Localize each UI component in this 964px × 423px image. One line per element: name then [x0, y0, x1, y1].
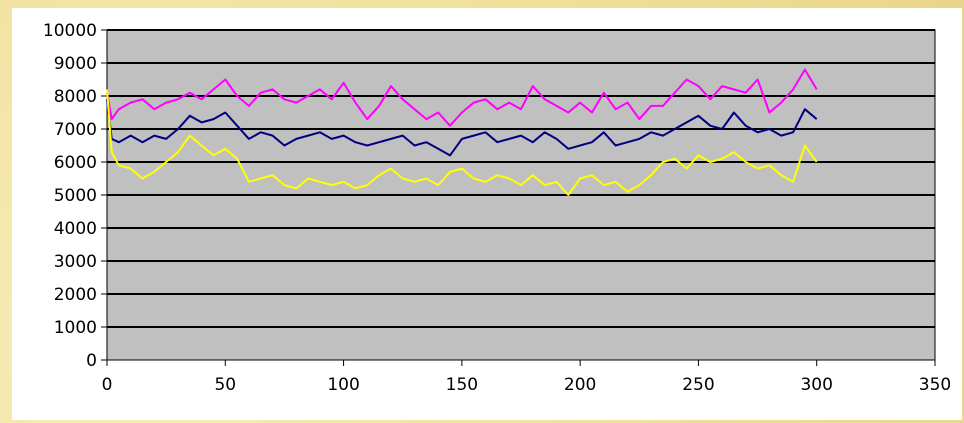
axes — [101, 29, 936, 366]
y-tick-label: 1000 — [54, 318, 97, 338]
x-tick-label: 250 — [682, 375, 714, 395]
series-line-1 — [106, 68, 818, 127]
y-tick-label: 10000 — [43, 21, 97, 41]
y-tick-label: 2000 — [54, 285, 97, 305]
x-tick-label: 350 — [919, 375, 951, 395]
line-chart: 0100020003000400050006000700080009000100… — [43, 21, 951, 395]
y-tick-label: 6000 — [54, 153, 97, 173]
y-tick-label: 3000 — [54, 252, 97, 272]
y-tick-label: 4000 — [54, 219, 97, 239]
x-tick-label: 50 — [214, 375, 236, 395]
series-lines — [106, 68, 818, 196]
x-tick-label: 0 — [102, 375, 113, 395]
x-tick-label: 100 — [327, 375, 359, 395]
y-tick-label: 7000 — [54, 120, 97, 140]
y-tick-label: 8000 — [54, 87, 97, 107]
chart-panel: 0 1000 2000 3000 4000 5000 6000 7000 8000 9000 100… — [12, 8, 962, 420]
series-line-3 — [106, 89, 818, 196]
tick-labels: 0100020003000400050006000700080009000100… — [43, 21, 951, 395]
series-line-2 — [106, 99, 818, 157]
x-tick-label: 200 — [564, 375, 596, 395]
x-tick-label: 300 — [800, 375, 832, 395]
y-tick-label: 9000 — [54, 54, 97, 74]
gridlines — [107, 29, 935, 328]
y-tick-label: 0 — [86, 351, 97, 371]
y-tick-label: 5000 — [54, 186, 97, 206]
x-tick-label: 150 — [446, 375, 478, 395]
